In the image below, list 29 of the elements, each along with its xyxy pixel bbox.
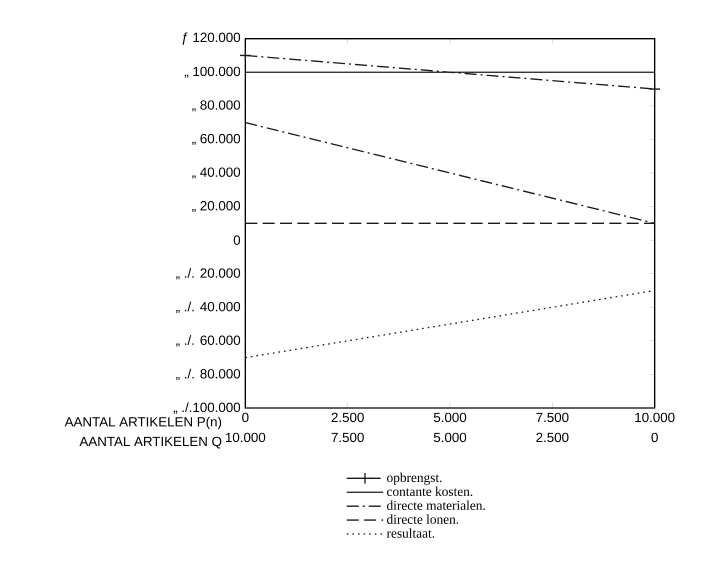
x2-tick-label: 5.000 <box>434 432 466 442</box>
y-tick-label: „ ./.100.000 <box>174 402 240 414</box>
y-tick-label: „ ./. 40.000 <box>176 302 240 313</box>
x-axis-title: AANTAL ARTIKELEN P(n) <box>64 416 222 430</box>
x2-tick-label: 2.500 <box>536 432 568 442</box>
x2-axis-title: AANTAL ARTIKELEN Q <box>79 436 222 449</box>
x-tick-label: 2.500 <box>332 412 364 422</box>
x-tick-label: 7.500 <box>536 412 569 422</box>
y-tick-label: „ 80.000 <box>192 100 240 112</box>
y-tick-label: „ 40.000 <box>192 167 240 178</box>
x-tick-label: 5.000 <box>434 412 466 422</box>
y-tick-label: „ ./. 60.000 <box>176 335 240 347</box>
x2-tick-label: 7.500 <box>332 432 364 442</box>
x2-tick-label: 0 <box>651 432 658 442</box>
x-tick-label: 10.000 <box>635 412 675 422</box>
y-tick-label: ƒ 120.000 <box>182 32 240 45</box>
legend-label: directe lonen. <box>387 514 458 524</box>
y-tick-label: „ 60.000 <box>192 134 240 145</box>
legend-label: contante kosten. <box>387 486 472 496</box>
y-tick-label: „ ./. 20.000 <box>176 268 240 280</box>
y-tick-label: „ ./. 80.000 <box>176 368 240 380</box>
legend-label: resultaat. <box>386 528 434 538</box>
y-tick-label: „ 20.000 <box>192 201 240 212</box>
legend-label: directe materialen. <box>387 500 485 510</box>
x2-tick-label: 10.000 <box>226 432 266 442</box>
y-tick-label: „ 100.000 <box>184 66 240 78</box>
legend-label: opbrengst. <box>387 472 442 485</box>
y-tick-label: 0 <box>234 235 240 245</box>
x-tick-label: 0 <box>242 412 249 422</box>
